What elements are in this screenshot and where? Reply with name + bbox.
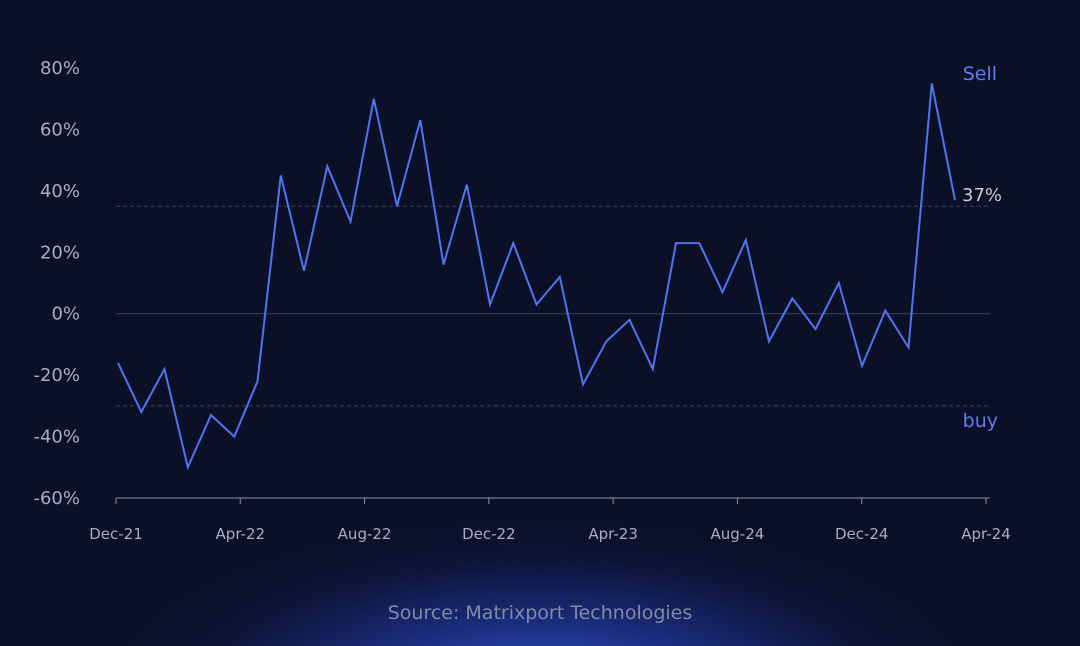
y-tick-label: -20%	[33, 365, 80, 386]
threshold-lines	[116, 205, 990, 407]
y-tick-label: -40%	[33, 427, 80, 448]
x-tick-label: Aug-22	[338, 525, 392, 543]
x-axis-ticks: Dec-21 Apr-22 Aug-22 Dec-22 Apr-23 Aug-24 Dec-…	[89, 498, 1011, 543]
y-tick-label: 0%	[51, 304, 80, 325]
signal-labels: Sell buy 37%	[962, 63, 1002, 432]
last-value-label: 37%	[962, 185, 1002, 206]
x-tick-label: Apr-22	[216, 525, 266, 543]
sell-label: Sell	[963, 63, 997, 85]
buy-label: buy	[963, 410, 998, 432]
x-tick-label: Dec-24	[835, 525, 889, 543]
x-tick-label: Dec-22	[462, 525, 516, 543]
x-tick-label: Dec-21	[89, 525, 143, 543]
y-tick-label: 40%	[40, 181, 80, 202]
series-line	[117, 83, 956, 471]
y-tick-label: -60%	[33, 488, 80, 509]
y-tick-label: 60%	[40, 119, 80, 140]
y-axis-tick-labels: 80% 60% 40% 20% 0% -20% -40% -60%	[33, 58, 80, 509]
x-tick-label: Apr-23	[588, 525, 638, 543]
x-tick-label: Aug-24	[711, 525, 765, 543]
x-tick-label: Apr-24	[961, 525, 1011, 543]
source-note: Source: Matrixport Technologies	[388, 602, 693, 624]
y-tick-label: 80%	[40, 58, 80, 79]
y-tick-label: 20%	[40, 242, 80, 263]
